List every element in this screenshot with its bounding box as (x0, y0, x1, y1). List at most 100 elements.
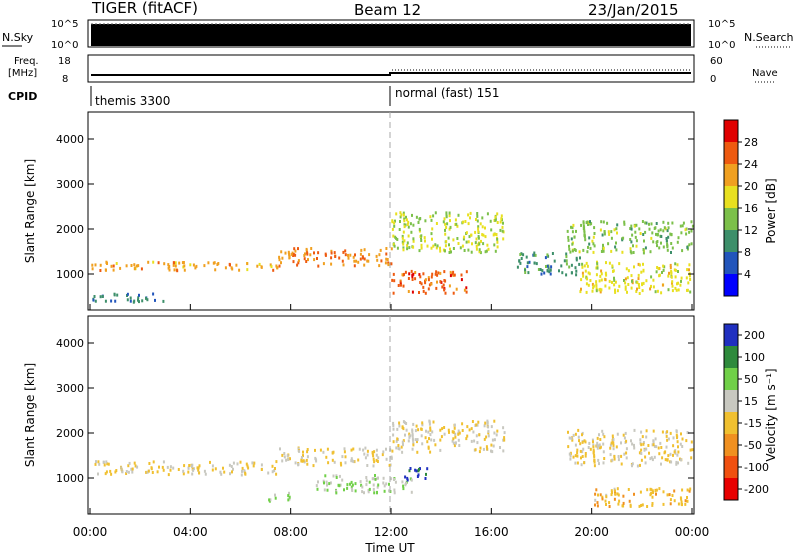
heatmap-cell (328, 482, 331, 486)
heatmap-cell (354, 253, 356, 257)
time-axis-ticks: 00:00 04:00 08:00 12:00 16:00 20:00 00:00 (73, 304, 709, 539)
heatmap-cell (686, 488, 689, 492)
heatmap-cell (392, 234, 395, 238)
heatmap-cell (613, 457, 616, 461)
heatmap-cell (689, 278, 692, 281)
heatmap-cell (624, 431, 627, 435)
heatmap-cell (439, 249, 442, 253)
heatmap-cell (452, 430, 455, 434)
heatmap-cell (575, 229, 577, 233)
heatmap-cell (343, 447, 346, 451)
heatmap-cell (317, 480, 319, 484)
heatmap-cell (436, 273, 439, 277)
heatmap-cell (649, 457, 652, 461)
heatmap-cell (280, 250, 283, 254)
heatmap-cell (94, 263, 97, 267)
heatmap-cell (611, 491, 613, 495)
heatmap-cell (297, 247, 299, 251)
heatmap-cell (385, 247, 388, 250)
heatmap-cell (477, 420, 480, 424)
heatmap-cell (375, 458, 378, 462)
heatmap-cell (91, 267, 94, 271)
heatmap-cell (674, 268, 677, 272)
heatmap-cell (463, 288, 466, 292)
heatmap-cell (347, 253, 349, 257)
heatmap-cell (432, 244, 435, 248)
heatmap-cell (650, 456, 653, 460)
heatmap-cell (652, 240, 655, 244)
heatmap-cell (603, 232, 606, 236)
heatmap-cell (582, 447, 585, 451)
heatmap-cell (640, 430, 643, 434)
radar-title: TIGER (fitACF) (91, 0, 198, 17)
heatmap-cell (301, 459, 304, 463)
heatmap-cell (595, 273, 598, 277)
heatmap-cell (632, 251, 635, 254)
heatmap-cell (194, 266, 197, 270)
heatmap-cell (306, 252, 309, 256)
heatmap-cell (390, 477, 393, 481)
heatmap-cell (412, 237, 415, 241)
heatmap-cell (417, 473, 420, 477)
colorbar-swatch (724, 186, 738, 209)
heatmap-cell (486, 421, 489, 425)
heatmap-cell (500, 214, 503, 218)
heatmap-cell (583, 230, 586, 234)
heatmap-cell (596, 441, 599, 445)
heatmap-cell (493, 232, 496, 236)
heatmap-cell (294, 461, 297, 465)
heatmap-cell (496, 245, 499, 249)
heatmap-cell (400, 445, 403, 449)
heatmap-cell (671, 289, 674, 293)
heatmap-cell (540, 272, 543, 276)
colorbar-tick-label: 24 (744, 158, 758, 171)
heatmap-cell (662, 245, 665, 249)
heatmap-cell (592, 235, 595, 239)
heatmap-cell (167, 263, 170, 267)
heatmap-cell (439, 448, 442, 452)
heatmap-cell (494, 218, 497, 222)
heatmap-cell (392, 272, 395, 276)
heatmap-cell (317, 251, 320, 255)
heatmap-cell (398, 421, 401, 425)
heatmap-cell (362, 256, 364, 260)
heatmap-cell (385, 252, 388, 256)
heatmap-cell (658, 452, 661, 456)
heatmap-cell (503, 438, 506, 442)
heatmap-cell (403, 421, 406, 425)
heatmap-cell (211, 464, 214, 468)
nave-tick-top: 60 (710, 56, 723, 67)
heatmap-cell (434, 272, 437, 276)
heatmap-cell (443, 217, 446, 221)
heatmap-cell (449, 247, 451, 251)
heatmap-cell (411, 278, 414, 281)
heatmap-cell (467, 222, 470, 226)
heatmap-cell (393, 224, 396, 228)
heatmap-cell (105, 460, 108, 464)
heatmap-cell (335, 474, 338, 478)
heatmap-cell (659, 441, 662, 445)
heatmap-cell (670, 460, 673, 464)
heatmap-cell (407, 439, 410, 443)
heatmap-cell (420, 239, 423, 242)
heatmap-cell (444, 244, 447, 248)
heatmap-cell (424, 281, 427, 285)
heatmap-cell (402, 240, 405, 244)
heatmap-cell (671, 246, 674, 250)
heatmap-cell (429, 450, 432, 454)
heatmap-cell (421, 421, 424, 425)
heatmap-cell (303, 257, 306, 261)
heatmap-cell (641, 220, 644, 223)
heatmap-cell (399, 283, 402, 287)
heatmap-cell (667, 288, 670, 292)
heatmap-cell (675, 433, 678, 437)
heatmap-cell (627, 283, 630, 286)
heatmap-cell (586, 277, 589, 281)
heatmap-cell (654, 437, 657, 441)
heatmap-cell (475, 237, 478, 241)
heatmap-cell (676, 263, 679, 267)
colorbar-swatch (724, 368, 738, 391)
heatmap-cell (325, 480, 328, 484)
heatmap-cell (232, 467, 234, 471)
heatmap-cell (341, 259, 344, 263)
